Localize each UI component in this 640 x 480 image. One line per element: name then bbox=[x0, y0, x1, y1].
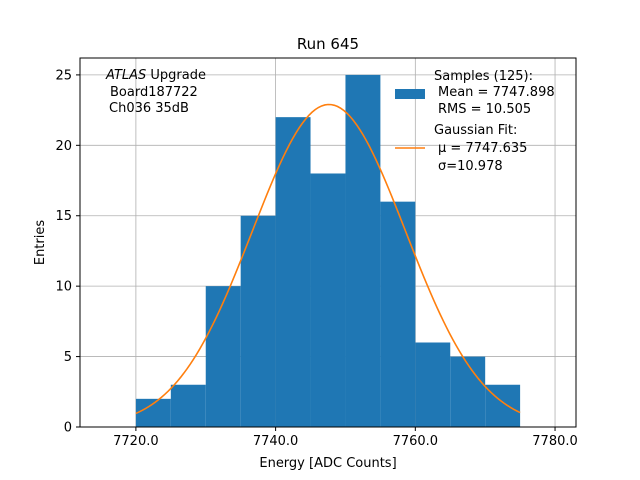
histogram-bar bbox=[275, 117, 311, 427]
legend: Samples (125): Mean = 7747.898 RMS = 10.… bbox=[395, 69, 555, 174]
y-axis-label: Entries bbox=[33, 220, 48, 266]
plot-frame bbox=[79, 57, 577, 428]
histogram-bar bbox=[345, 74, 381, 428]
y-tick-label: 5 bbox=[64, 350, 72, 365]
histogram-bar bbox=[240, 215, 276, 427]
legend-samples-mean: Mean = 7747.898 bbox=[438, 85, 555, 100]
histogram-bar bbox=[170, 384, 206, 427]
histogram-bar bbox=[415, 342, 451, 427]
x-axis-label: Energy [ADC Counts] bbox=[259, 456, 396, 471]
annotation-upgrade: Upgrade bbox=[146, 68, 206, 83]
x-tick-label: 7740.0 bbox=[253, 434, 299, 449]
gaussian-fit-line bbox=[135, 103, 521, 415]
annotation-board: Board187722 bbox=[110, 85, 198, 100]
histogram-bars bbox=[135, 74, 521, 428]
legend-samples-title: Samples (125): bbox=[434, 69, 533, 84]
x-tick-label: 7780.0 bbox=[532, 434, 578, 449]
y-tick-label: 25 bbox=[55, 68, 72, 83]
chart-title: Run 645 bbox=[297, 35, 359, 53]
x-tick-label: 7720.0 bbox=[113, 434, 159, 449]
legend-fit-mu: μ = 7747.635 bbox=[438, 141, 527, 156]
y-tick-label: 10 bbox=[55, 280, 72, 295]
x-tick-label: 7760.0 bbox=[393, 434, 439, 449]
y-tick-label: 20 bbox=[55, 139, 72, 154]
histogram-bar bbox=[310, 173, 346, 427]
gaussian-fit bbox=[135, 103, 521, 415]
atlas-annotation: ATLAS Upgrade Board187722 Ch036 35dB bbox=[105, 68, 206, 116]
legend-samples-rms: RMS = 10.505 bbox=[438, 102, 531, 117]
y-tick-label: 0 bbox=[64, 421, 72, 436]
axis-ticks: 7720.0 7740.0 7760.0 7780.0 0 5 10 15 20 25 bbox=[55, 68, 577, 449]
histogram-bar bbox=[380, 201, 416, 427]
legend-fit-title: Gaussian Fit: bbox=[434, 123, 517, 138]
y-tick-label: 15 bbox=[55, 209, 72, 224]
annotation-line-1: ATLAS Upgrade bbox=[105, 68, 206, 83]
annotation-atlas: ATLAS bbox=[105, 68, 146, 83]
legend-samples-swatch bbox=[395, 89, 425, 99]
histogram-bar bbox=[450, 356, 486, 427]
annotation-channel: Ch036 35dB bbox=[109, 101, 189, 116]
histogram-bar bbox=[205, 286, 241, 427]
legend-fit-sigma: σ=10.978 bbox=[438, 159, 503, 174]
